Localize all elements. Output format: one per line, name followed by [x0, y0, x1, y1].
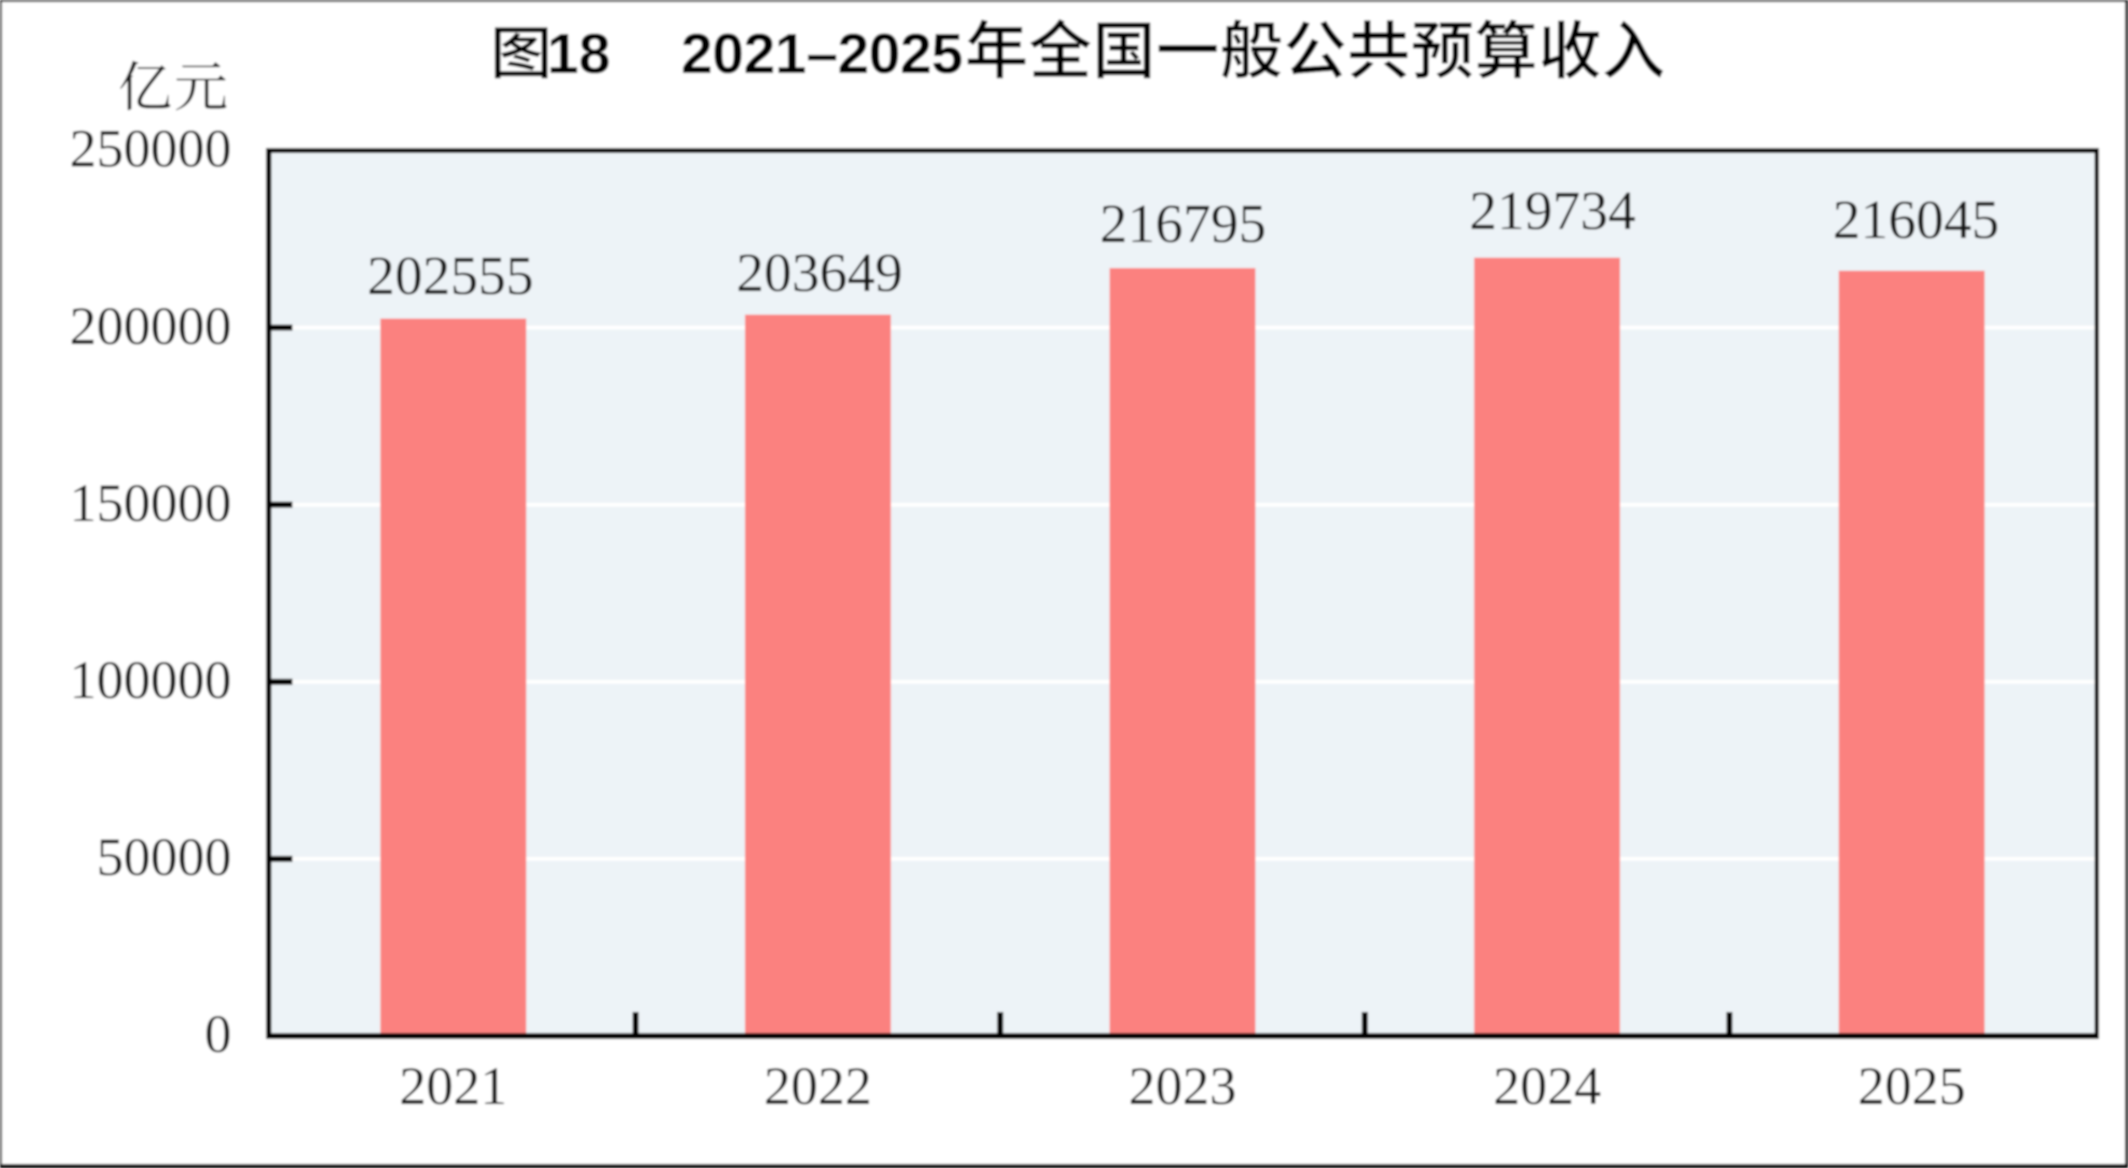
svg-text:219734: 219734 — [1469, 181, 1636, 242]
svg-text:18: 18 — [547, 22, 610, 86]
svg-text:0: 0 — [205, 1004, 232, 1064]
svg-text:50000: 50000 — [97, 827, 232, 887]
svg-text:2021: 2021 — [399, 1056, 507, 1116]
svg-text:202555: 202555 — [367, 246, 534, 307]
svg-text:216795: 216795 — [1100, 194, 1267, 255]
svg-text:216045: 216045 — [1833, 190, 2000, 251]
svg-text:100000: 100000 — [70, 650, 232, 710]
svg-text:200000: 200000 — [70, 296, 232, 356]
svg-text:2021–2025: 2021–2025 — [681, 22, 963, 86]
svg-text:2022: 2022 — [764, 1056, 872, 1116]
svg-text:150000: 150000 — [70, 473, 232, 533]
svg-text:250000: 250000 — [70, 119, 232, 179]
svg-text:2023: 2023 — [1129, 1056, 1237, 1116]
svg-text:2025: 2025 — [1858, 1056, 1966, 1116]
svg-text:203649: 203649 — [736, 243, 903, 304]
svg-text:2024: 2024 — [1493, 1056, 1601, 1116]
